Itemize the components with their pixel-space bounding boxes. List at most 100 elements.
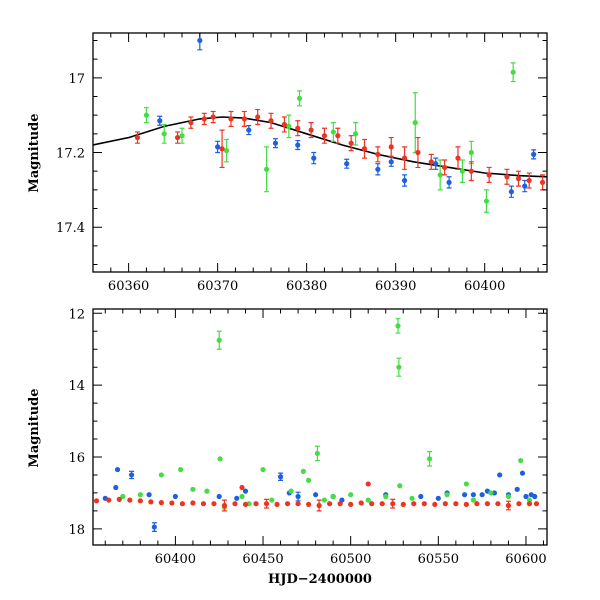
bottom-y-axis-label: Magnitude — [27, 388, 42, 467]
red-data-point — [415, 149, 421, 156]
red-data-point — [295, 125, 301, 131]
red-data-point — [255, 114, 261, 120]
red-data-point — [348, 140, 354, 146]
red-data-point — [442, 164, 448, 171]
green-data-point — [348, 492, 354, 498]
green-data-point — [510, 69, 516, 75]
x-tick-label: 60400 — [155, 552, 196, 567]
red-data-point — [268, 118, 274, 124]
green-data-point — [216, 337, 222, 343]
green-data-point — [353, 131, 359, 137]
red-data-point — [201, 116, 207, 122]
blue-data-point — [128, 472, 135, 478]
blue-data-point — [242, 488, 249, 494]
red-data-point — [421, 501, 427, 507]
green-data-point — [269, 497, 275, 503]
red-data-point — [337, 501, 343, 507]
y-tick-label: 17 — [68, 72, 85, 87]
green-data-point — [470, 497, 476, 503]
red-data-point — [158, 500, 164, 506]
red-data-point — [169, 500, 175, 506]
blue-data-point — [522, 183, 528, 189]
red-data-point — [484, 501, 491, 507]
red-data-point — [388, 144, 394, 150]
green-data-point — [397, 483, 403, 489]
x-tick-label: 60360 — [108, 279, 149, 294]
blue-data-point — [462, 492, 468, 498]
red-data-point — [321, 133, 328, 139]
bottom-panel: 60400 60450 60500 60550 60600 12 14 16 18 — [68, 307, 548, 567]
red-data-point — [335, 133, 341, 139]
green-data-point — [158, 472, 164, 478]
y-tick-label: 17.4 — [56, 221, 85, 236]
green-data-point — [468, 149, 474, 156]
red-data-point — [533, 501, 540, 507]
red-data-point — [468, 168, 474, 174]
red-data-point — [515, 176, 522, 182]
green-data-point — [161, 131, 167, 137]
top-data-layer — [93, 33, 547, 213]
blue-data-point — [508, 189, 514, 195]
red-data-point — [365, 481, 371, 487]
red-data-point — [134, 134, 141, 141]
red-data-point — [179, 501, 185, 507]
bottom-data-layer — [93, 318, 540, 532]
top-panel: 60360 60370 60380 60390 60400 17 17.2 17.4 — [56, 32, 548, 294]
green-data-point — [260, 466, 266, 473]
blue-data-point — [114, 466, 121, 473]
green-data-point — [204, 488, 210, 494]
blue-data-point — [216, 493, 222, 500]
green-data-point — [190, 486, 196, 492]
green-data-point — [286, 123, 292, 129]
blue-data-point — [246, 127, 252, 133]
blue-data-point — [151, 524, 157, 530]
blue-data-point — [446, 179, 452, 185]
green-data-point — [518, 457, 524, 464]
red-data-point — [455, 155, 461, 161]
blue-data-point — [532, 493, 538, 500]
red-data-point — [401, 155, 408, 161]
green-data-point — [409, 495, 415, 501]
red-data-point — [442, 501, 448, 507]
red-data-point — [400, 501, 406, 508]
green-data-point — [330, 493, 336, 500]
green-data-point — [426, 456, 433, 462]
red-data-point — [390, 501, 396, 507]
y-tick-label: 12 — [68, 307, 85, 322]
blue-data-point — [479, 492, 485, 498]
x-tick-label: 60450 — [242, 552, 283, 567]
green-data-point — [444, 492, 450, 498]
blue-data-point — [531, 151, 537, 157]
green-data-point — [178, 466, 184, 473]
blue-data-point — [197, 37, 203, 44]
red-data-point — [486, 172, 492, 178]
red-data-point — [274, 501, 280, 508]
red-data-point — [474, 501, 480, 507]
green-data-point — [314, 450, 320, 457]
green-data-point — [395, 323, 401, 329]
green-data-point — [288, 488, 294, 494]
green-data-point — [412, 120, 418, 126]
x-tick-label: 60500 — [330, 552, 371, 567]
bottom-x-axis-label: HJD−2400000 — [268, 572, 372, 587]
blue-data-point — [418, 493, 424, 500]
red-data-point — [116, 496, 122, 502]
red-data-point — [453, 501, 459, 507]
red-data-point — [375, 151, 381, 157]
red-data-point — [361, 146, 368, 152]
blue-data-point — [470, 492, 476, 498]
top-plot-frame — [92, 32, 548, 273]
blue-data-point — [113, 484, 119, 491]
red-data-point — [526, 177, 532, 184]
red-data-point — [369, 501, 375, 507]
green-data-point — [463, 481, 469, 487]
red-data-point — [188, 120, 194, 126]
red-data-point — [306, 501, 312, 508]
blue-data-point — [295, 493, 301, 500]
green-data-point — [296, 95, 303, 101]
red-data-point — [379, 501, 385, 507]
y-tick-label: 14 — [68, 379, 85, 394]
green-data-point — [526, 497, 533, 503]
model-curve — [93, 116, 547, 178]
